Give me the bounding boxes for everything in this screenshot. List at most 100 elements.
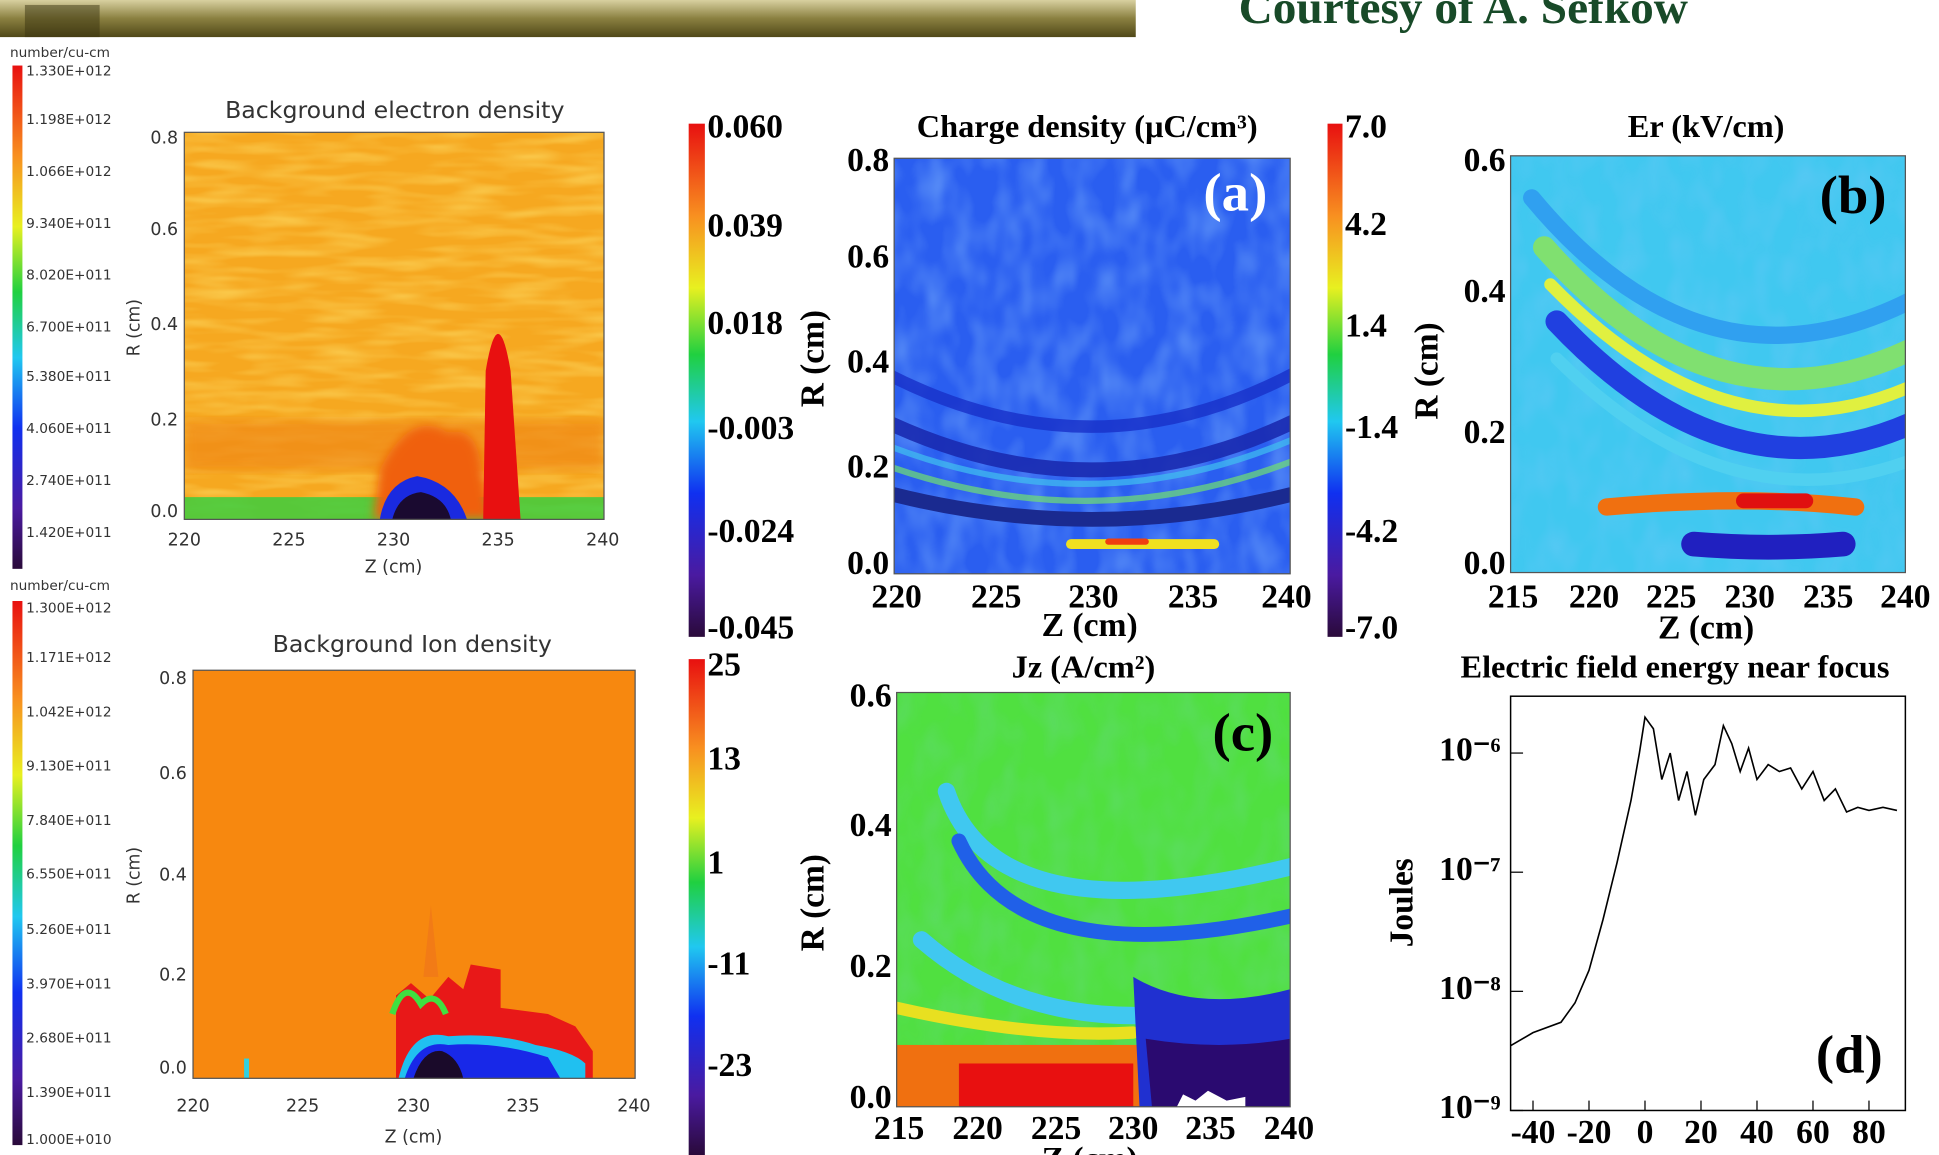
colorbar-label: 4.2 [1345,206,1387,243]
colorbar [12,65,23,569]
x-tick-label: 40 [1740,1114,1774,1151]
x-axis-label: Z (cm) [1042,607,1138,644]
x-tick-label: 20 [1684,1114,1718,1151]
colorbar-label: 13 [707,741,741,778]
colorbar-label: 1.420E+011 [26,525,111,541]
y-tick-label: 0.8 [159,669,187,689]
energy-line [1510,715,1898,1047]
colorbar-label: 7.0 [1345,109,1387,146]
colorbar-label: 1.066E+012 [26,164,111,180]
colorbar [12,600,23,1146]
y-tick-label: 0.4 [847,344,889,381]
panel-tag: (c) [1212,702,1273,763]
y-axis-label: R (cm) [794,854,831,951]
panel-title: Background Ion density [273,630,552,658]
colorbar-label: 1.330E+012 [26,64,111,80]
panel-title: Background electron density [225,96,564,124]
y-tick-label: 0.0 [847,545,889,582]
plot-frame [896,691,1291,1108]
colorbar-label: 3.970E+011 [26,976,111,992]
panel-tag: (b) [1820,164,1887,225]
x-tick-label: 235 [482,530,515,550]
y-tick-label: 0.4 [1464,273,1506,310]
panel-title: Jz (A/cm²) [1012,649,1156,685]
x-tick-label: 215 [1488,579,1538,616]
y-axis-label: Joules [1383,858,1420,947]
y-tick-label: 0.4 [150,315,178,335]
colorbar-label: 8.020E+011 [26,268,111,284]
colorbar-label: -23 [707,1047,752,1084]
y-tick-label: 0.4 [159,866,187,886]
y-tick-label: 10⁻⁹ [1439,1089,1500,1126]
x-tick-label: 225 [971,579,1021,616]
x-tick-label: 230 [377,530,410,550]
x-axis-label: Z (cm) [385,1128,443,1148]
y-tick-label: 0.6 [850,677,892,714]
colorbar-label: 1.390E+011 [26,1085,111,1101]
colorbar-label: -0.003 [707,410,794,447]
x-tick-label: 225 [1031,1110,1081,1147]
x-tick-label: 220 [952,1110,1002,1147]
x-tick-label: 60 [1796,1114,1830,1151]
y-tick-label: 0.2 [847,449,889,486]
x-tick-label: 240 [1264,1110,1314,1147]
plot-frame [192,669,636,1079]
colorbar-label: 1.4 [1345,308,1387,345]
colorbar-label: 1.042E+012 [26,704,111,720]
y-axis-label: R (cm) [1408,322,1445,419]
y-tick-label: 0.0 [150,502,178,522]
colorbar-label: 1 [707,844,724,881]
plot-frame [1509,695,1907,1112]
x-tick-label: 240 [586,530,619,550]
heatmap-ion [193,670,636,1079]
x-tick-label: 225 [272,530,305,550]
x-tick-label: 220 [1569,579,1619,616]
x-tick-label: 225 [1646,579,1696,616]
x-tick-label: 230 [397,1097,430,1117]
colorbar-label: 0.018 [707,305,783,342]
x-tick-label: 80 [1852,1114,1886,1151]
colorbar-label: 1.000E+010 [26,1132,111,1148]
y-tick-label: 10⁻⁶ [1439,732,1500,769]
x-tick-label: 240 [1880,579,1930,616]
x-tick-label: -40 [1511,1114,1556,1151]
x-tick-label: 240 [617,1097,650,1117]
header-bar [0,0,1136,38]
x-tick-label: 220 [871,579,921,616]
panel-tag: (a) [1203,162,1267,223]
colorbar-label: 9.340E+011 [26,216,111,232]
y-tick-label: 0.6 [1464,142,1506,179]
y-tick-label: 0.2 [159,966,187,986]
colorbar-label: -0.045 [707,609,794,646]
credit: Courtesy of A. Sefkow [1239,0,1688,34]
unit-label: number/cu-cm [10,578,110,594]
colorbar-label: 4.060E+011 [26,421,111,437]
colorbar-label: 5.260E+011 [26,922,111,938]
colorbar-label: -0.024 [707,513,794,550]
y-tick-label: 0.2 [1464,414,1506,451]
panel-title: Charge density (μC/cm³) [917,108,1258,144]
x-tick-label: 235 [1168,579,1218,616]
colorbar-label: 2.740E+011 [26,473,111,489]
colorbar-label: 9.130E+011 [26,759,111,775]
y-tick-label: 0.0 [1464,545,1506,582]
y-tick-label: 0.6 [159,764,187,784]
colorbar-label: 6.550E+011 [26,866,111,882]
y-tick-label: 0.8 [847,142,889,179]
x-axis-label: Z (cm) [1658,609,1754,646]
heatmap-er [1510,155,1906,573]
colorbar-label: 1.198E+012 [26,112,111,128]
x-tick-label: 235 [1185,1110,1235,1147]
colorbar-label: -1.4 [1345,409,1398,446]
y-tick-label: 0.0 [159,1058,187,1078]
unit-label: number/cu-cm [10,45,110,61]
colorbar [1327,123,1343,637]
y-tick-label: 0.4 [850,807,892,844]
y-tick-label: 0.6 [150,220,178,240]
colorbar-label: -4.2 [1345,513,1398,550]
colorbar-label: 5.380E+011 [26,369,111,385]
x-tick-label: -20 [1567,1114,1612,1151]
colorbar [688,123,705,637]
x-tick-label: 0 [1637,1114,1654,1151]
